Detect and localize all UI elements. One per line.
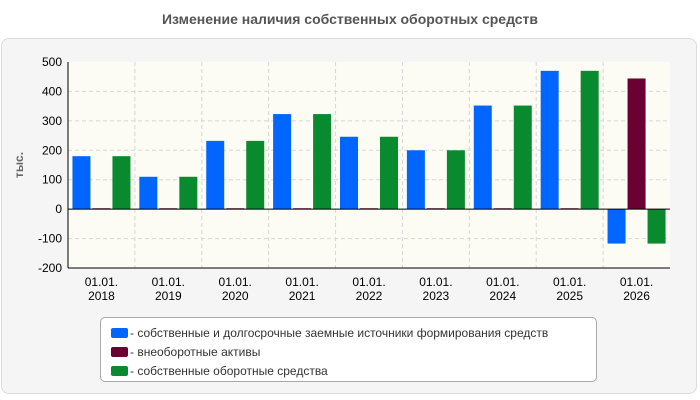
chart-title: Изменение наличия собственных оборотных … [161,11,539,27]
x-tick-label-day: 01.01. [419,275,452,289]
x-tick-label-day: 01.01. [486,275,519,289]
x-tick-label-year: 2019 [155,289,182,303]
x-tick-label-year: 2026 [623,289,650,303]
legend-swatch-working-capital [111,365,128,376]
bar-working-capital [313,114,332,210]
x-tick-label-day: 01.01. [85,275,118,289]
bar-working-capital [513,105,532,210]
y-tick-label: -200 [38,261,62,275]
x-tick-label-year: 2024 [489,289,516,303]
y-tick-label: 400 [42,84,62,98]
x-tick-label-year: 2020 [222,289,249,303]
x-tick-label-day: 01.01. [219,275,252,289]
bar-sources [340,136,358,210]
x-tick-label-day: 01.01. [352,275,385,289]
y-tick-label: 300 [42,114,62,128]
legend-item-sources: - собственные и долгосрочные заемные ист… [101,323,596,342]
bar-sources [139,176,158,210]
x-tick-label-year: 2025 [556,289,583,303]
y-tick-label: -100 [38,232,62,246]
legend-item-noncurrent-assets: - внеоборотные активы [101,342,596,361]
legend-swatch-noncurrent-assets [111,346,128,357]
legend-label-working-capital: - собственные оборотные средства [130,363,328,378]
bar-working-capital [647,209,666,244]
bar-working-capital [380,136,398,210]
bar-noncurrent-assets [627,78,646,210]
bar-working-capital [179,176,198,210]
bar-working-capital [580,70,599,210]
bar-sources [406,150,425,210]
x-tick-label-day: 01.01. [285,275,318,289]
x-tick-label-year: 2021 [289,289,316,303]
y-tick-label: 200 [42,143,62,157]
y-axis-label: тыс. [12,152,26,178]
plot-area [68,62,670,268]
chart-legend: - собственные и долгосрочные заемные ист… [100,317,597,382]
y-tick-label: 500 [42,55,62,69]
bar-working-capital [112,156,131,210]
bar-sources [72,156,91,210]
bar-working-capital [246,140,265,210]
bar-sources [540,70,559,210]
bar-working-capital [446,150,465,210]
x-tick-label-day: 01.01. [620,275,653,289]
bar-sources [473,105,492,210]
legend-label-noncurrent-assets: - внеоборотные активы [130,344,261,359]
x-tick-label-day: 01.01. [553,275,586,289]
bar-sources [273,114,292,210]
legend-item-working-capital: - собственные оборотные средства [101,361,596,380]
x-tick-label-day: 01.01. [152,275,185,289]
x-tick-label-year: 2023 [423,289,450,303]
y-tick-label: 100 [42,173,62,187]
bar-sources [607,209,626,244]
y-tick-label: 0 [55,202,62,216]
legend-swatch-sources [111,327,128,338]
legend-label-sources: - собственные и долгосрочные заемные ист… [130,325,549,340]
bar-sources [206,140,225,210]
x-tick-label-year: 2018 [88,289,115,303]
x-tick-label-year: 2022 [356,289,383,303]
